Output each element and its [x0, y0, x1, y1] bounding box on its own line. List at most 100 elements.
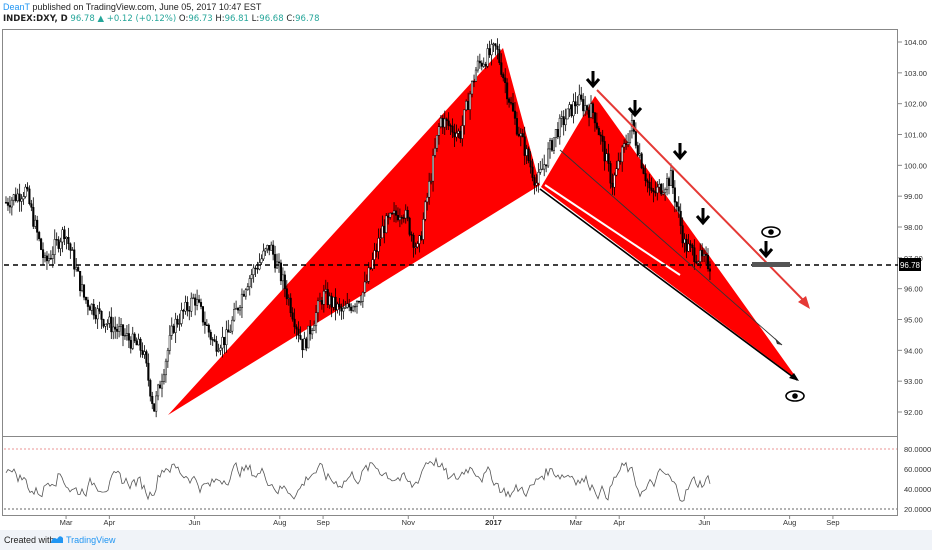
- candle-body: [677, 206, 680, 212]
- candle-body: [157, 384, 160, 397]
- candle-body: [527, 148, 530, 162]
- rsi-pane-frame: [2, 436, 898, 516]
- candle-body: [574, 101, 577, 107]
- high-label: H:: [215, 14, 225, 24]
- candle-body: [591, 103, 595, 113]
- candle-body: [123, 335, 127, 337]
- candle-body: [426, 197, 429, 203]
- candle-body: [708, 268, 712, 272]
- candle-body: [601, 135, 604, 142]
- candle-body: [90, 303, 93, 311]
- candle-body: [550, 140, 554, 151]
- candle-body: [705, 254, 708, 256]
- candle-body: [45, 255, 49, 262]
- price-chart[interactable]: 104.00 103.00 102.00 101.00 100.00 99.00 98.00…: [0, 0, 932, 530]
- candle-body: [658, 183, 661, 188]
- candle-body: [201, 306, 204, 323]
- candle-body: [22, 196, 25, 200]
- open-label: O:: [178, 14, 189, 24]
- time-tick-label: 2017: [485, 518, 502, 527]
- candle-body: [49, 258, 52, 260]
- author-link[interactable]: DeanT: [3, 2, 30, 12]
- candle-body: [315, 312, 318, 327]
- candle-body: [100, 310, 103, 320]
- footer-bar: Created with TradingView: [0, 530, 932, 550]
- down-arrow-icon: [695, 208, 711, 226]
- tradingview-brand[interactable]: TradingView: [66, 535, 116, 545]
- time-tick-label: Jun: [189, 518, 201, 527]
- candle-body: [576, 104, 579, 107]
- candle-body: [389, 213, 392, 218]
- candle-body: [120, 324, 123, 327]
- candle-body: [326, 289, 329, 306]
- time-tick-label: Mar: [569, 518, 582, 527]
- candle-body: [547, 148, 550, 167]
- candle-body: [260, 258, 263, 263]
- candle-body: [693, 247, 696, 263]
- candle-body: [242, 293, 245, 297]
- candle-body: [316, 300, 320, 313]
- candle-body: [492, 43, 495, 45]
- candle-body: [609, 163, 612, 184]
- candle-body: [367, 267, 370, 282]
- candle-body: [537, 172, 540, 184]
- candle-body: [564, 118, 567, 126]
- candle-body: [498, 49, 501, 63]
- candle-body: [625, 143, 628, 145]
- candle-body: [221, 336, 224, 349]
- price-tick-label: 98.00: [904, 223, 923, 232]
- time-tick-label: Aug: [273, 518, 286, 527]
- candle-body: [675, 201, 678, 207]
- candle-body: [660, 183, 663, 195]
- candle-body: [283, 274, 286, 289]
- candle-body: [570, 104, 573, 117]
- candle-body: [88, 306, 91, 311]
- candle-body: [430, 180, 433, 183]
- candle-body: [681, 225, 684, 244]
- candle-body: [379, 237, 382, 239]
- candle-body: [572, 101, 575, 117]
- candle-body: [375, 250, 378, 252]
- candle-body: [634, 131, 637, 146]
- candle-body: [586, 105, 589, 111]
- candle-body: [299, 335, 302, 340]
- candle-body: [689, 243, 692, 246]
- low-label: L:: [251, 14, 260, 24]
- price-tick-label: 92.00: [904, 408, 923, 417]
- trend-arrow-line: [596, 89, 809, 306]
- candle-body: [511, 102, 515, 112]
- candle-body: [40, 238, 43, 250]
- candle-body: [256, 268, 259, 270]
- candle-body: [381, 225, 384, 239]
- candle-body: [237, 307, 240, 311]
- candle-body: [519, 133, 522, 137]
- candle-body: [79, 270, 82, 291]
- candle-body: [162, 374, 165, 382]
- symbol-label[interactable]: INDEX:DXY, D: [3, 14, 68, 24]
- candle-body: [170, 325, 173, 336]
- candle-body: [533, 177, 536, 186]
- candle-body: [510, 102, 513, 104]
- candle-body: [371, 259, 374, 269]
- candle-body: [656, 186, 659, 194]
- candle-body: [488, 48, 491, 56]
- candle-body: [617, 160, 620, 169]
- candle-body: [279, 262, 282, 282]
- candle-body: [615, 168, 618, 176]
- candle-body: [408, 217, 411, 235]
- candle-body: [424, 201, 427, 220]
- candle-body: [94, 314, 97, 320]
- price-tick-label: 101.00: [904, 131, 927, 140]
- candle-body: [428, 181, 431, 198]
- candle-body: [125, 333, 128, 336]
- candle-body: [59, 241, 62, 249]
- candle-body: [611, 182, 614, 188]
- candle-body: [55, 239, 58, 241]
- candle-body: [513, 110, 517, 119]
- candle-body: [213, 339, 216, 342]
- candle-body: [116, 328, 119, 332]
- candle-body: [268, 245, 271, 251]
- candle-body: [270, 244, 273, 251]
- candle-body: [285, 288, 288, 300]
- candle-body: [396, 215, 399, 221]
